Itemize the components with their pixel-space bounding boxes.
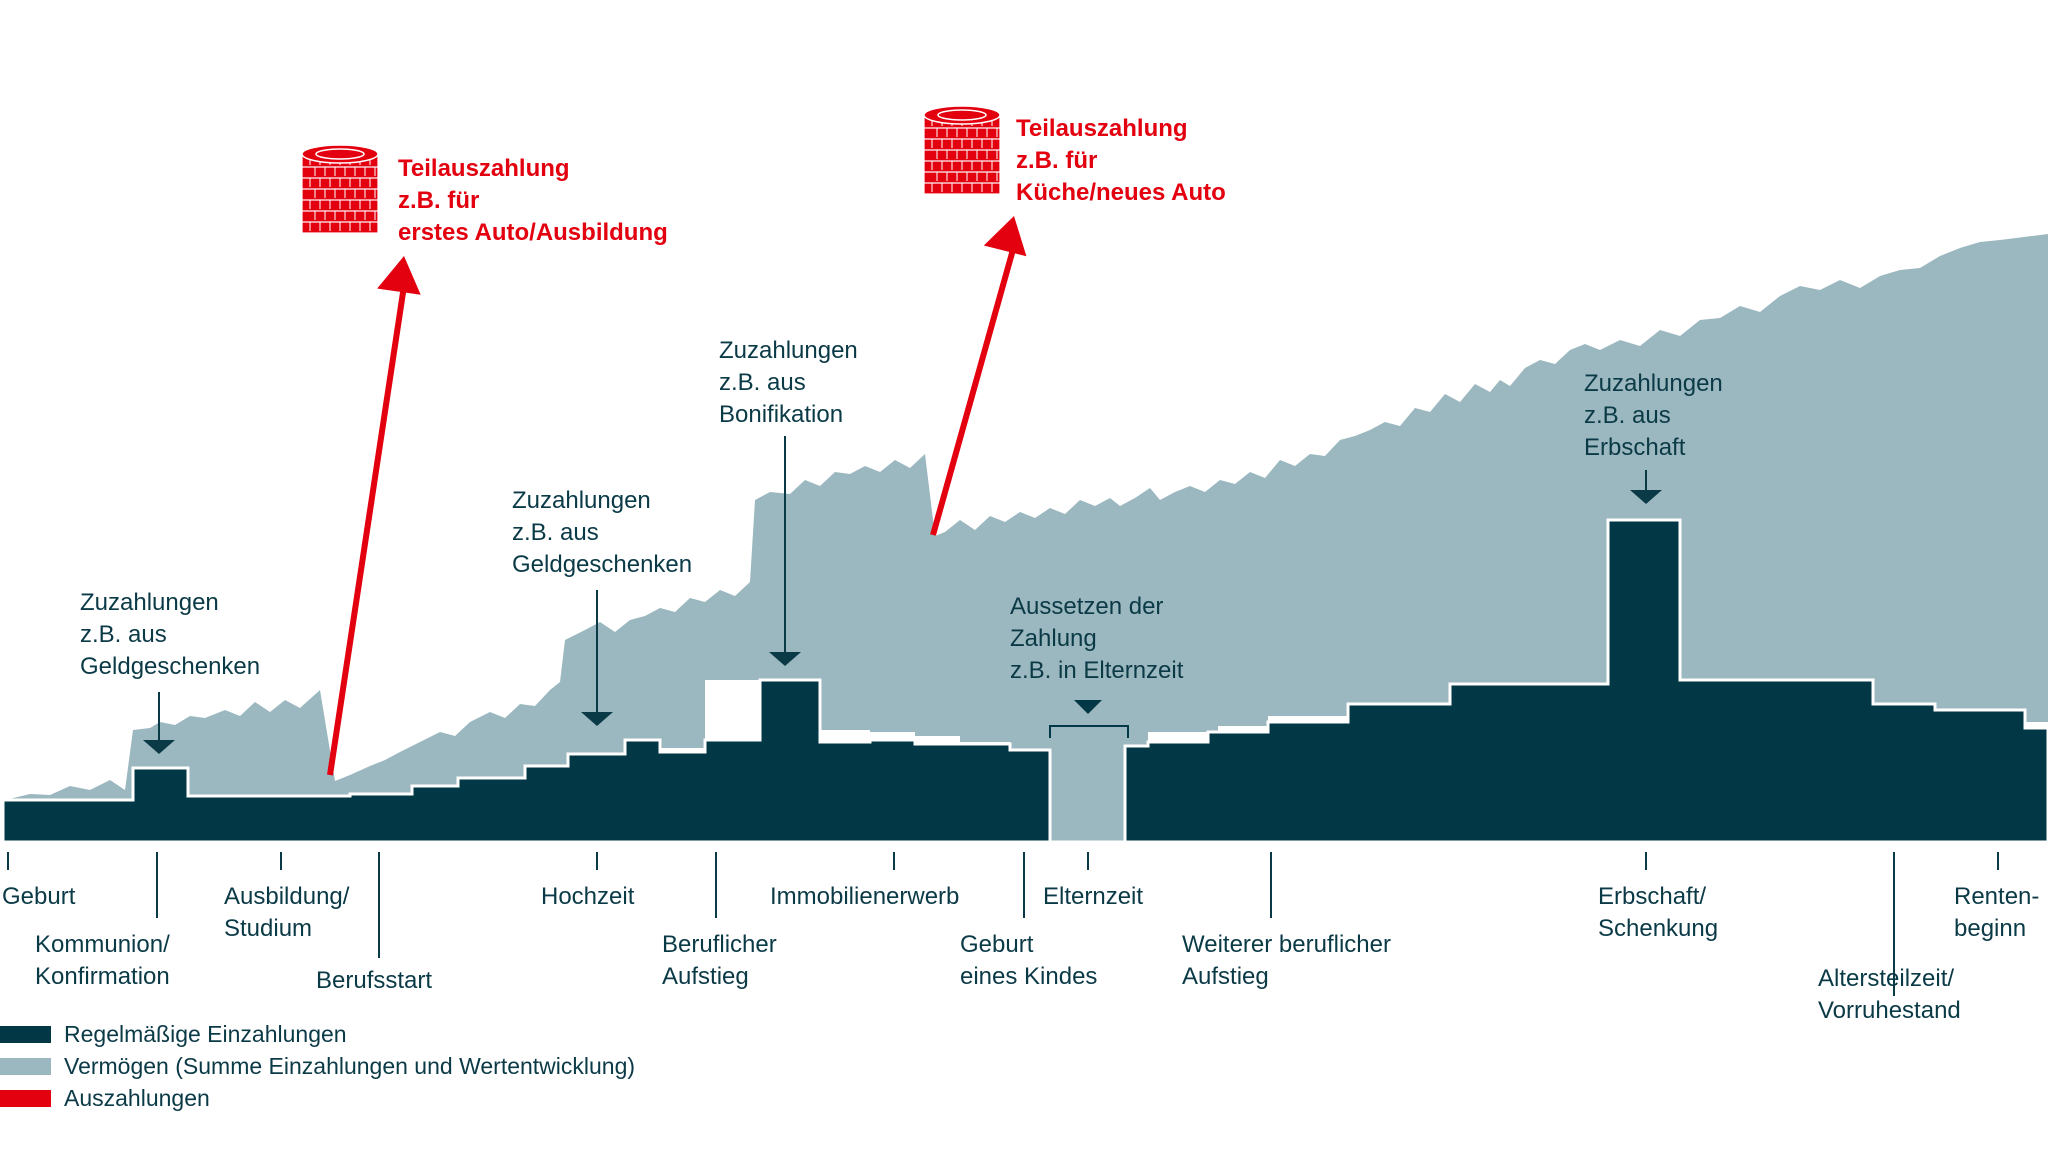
life-event-label-line: Schenkung [1598,915,1718,942]
life-event-label-line: Konfirmation [35,963,170,990]
annotation-label-line: Zuzahlungen [512,487,651,514]
legend-item-payout: Auszahlungen [0,1082,635,1114]
annotation-label-line: Geldgeschenken [80,653,260,680]
life-event-label-line: Beruflicher [662,931,777,958]
life-event-label-line: eines Kindes [960,963,1097,990]
life-event-label: Geburt [2,883,76,910]
annotation-label-line: z.B. aus [719,369,806,396]
annotation-label-line: Bonifikation [719,401,843,428]
payout-arrow-head [983,216,1027,257]
life-event-label-line: Hochzeit [541,883,635,910]
life-event-label-line: Elternzeit [1043,883,1143,910]
life-event-label-line: Aufstieg [662,963,749,990]
coin-stack-icon [301,144,379,234]
payout-label-line: z.B. für [398,187,479,214]
annotation-label-line: z.B. aus [512,519,599,546]
payout-label: Teilauszahlung z.B. für erstes Auto/Ausbil… [398,155,668,246]
life-event-label: Beruflicher Aufstieg [662,931,777,990]
annotation-label-line: Zuzahlungen [1584,370,1723,397]
annotation-label-line: z.B. aus [80,621,167,648]
annotation-label-line: Zuzahlungen [80,589,219,616]
life-event-label-line: Aufstieg [1182,963,1269,990]
coin-stack-icon [923,105,1001,195]
life-event-label: Ausbildung/Studium [224,883,350,942]
life-event-label: Elternzeit [1043,883,1143,910]
annotation-arrow-head [143,740,175,754]
payout-label-line: z.B. für [1016,147,1097,174]
life-event-label: Weiterer beruflicher Aufstieg [1182,931,1391,990]
annotation-arrow-head [581,712,613,726]
life-event-label: Immobilienerwerb [770,883,959,910]
life-event-label-line: Immobilienerwerb [770,883,959,910]
life-event-label-line: Studium [224,915,312,942]
life-event-label-line: Vorruhestand [1818,997,1961,1024]
legend-label-wealth: Vermögen (Summe Einzahlungen und Wertent… [64,1052,636,1079]
annotation-label: Aussetzen der Zahlung z.B. in Elternzeit [1010,593,1184,684]
annotation-label: Zuzahlungen z.B. aus Geldgeschenken [512,487,692,578]
elternzeit-arrow [1074,700,1102,714]
annotation-label-line: Zuzahlungen [719,337,858,364]
legend-item-wealth: Vermögen (Summe Einzahlungen und Wertent… [0,1050,635,1082]
annotation-label-line: z.B. aus [1584,402,1671,429]
annotation-arrow-head [769,652,801,666]
life-event-label-line: Weiterer beruflicher [1182,931,1391,958]
payout-label-line: Teilauszahlung [398,155,570,182]
annotation-label-line: Aussetzen der [1010,593,1163,620]
payout-label-line: Teilauszahlung [1016,115,1188,142]
life-event-label-line: beginn [1954,915,2026,942]
regular-area [1,518,2048,844]
life-event-label: Geburt eines Kindes [960,931,1097,990]
life-event-label: Altersteilzeit/Vorruhestand [1818,965,1961,1024]
life-event-label: Kommunion/Konfirmation [35,931,170,990]
life-event-label-line: Berufsstart [316,967,432,994]
life-event-label-line: Erbschaft/ [1598,883,1706,910]
payout-arrow-head [377,256,421,295]
legend-swatch-wealth [0,1057,51,1075]
annotation-label: Zuzahlungen z.B. aus Geldgeschenken [80,589,260,680]
life-event-label-line: Geburt [960,931,1034,958]
annotation-label-line: Zahlung [1010,625,1097,652]
annotation-label: Zuzahlungen z.B. aus Erbschaft [1584,370,1723,461]
legend-item-regular: Regelmäßige Einzahlungen [0,1018,635,1050]
legend: Regelmäßige Einzahlungen Vermögen (Summe… [0,1018,635,1114]
payout-arrow [930,245,1017,536]
annotation-label-line: Geldgeschenken [512,551,692,578]
payout-arrow [327,285,407,776]
annotation-label: Zuzahlungen z.B. aus Bonifikation [719,337,858,428]
annotation-label-line: Erbschaft [1584,434,1686,461]
life-event-label-line: Ausbildung/ [224,883,350,910]
legend-swatch-regular [0,1025,51,1043]
annotation-arrow-head [1630,490,1662,504]
payout-label-line: Küche/neues Auto [1016,179,1226,206]
life-event-label: Hochzeit [541,883,635,910]
life-event-label-line: Renten- [1954,883,2039,910]
elternzeit-bracket [1049,725,1129,738]
life-event-label: Renten-beginn [1954,883,2039,942]
life-event-label-line: Altersteilzeit/ [1818,965,1954,992]
annotation-label-line: z.B. in Elternzeit [1010,657,1184,684]
legend-label-payout: Auszahlungen [64,1084,210,1111]
legend-label-regular: Regelmäßige Einzahlungen [64,1020,347,1047]
life-event-label-line: Kommunion/ [35,931,170,958]
life-event-label: Berufsstart [316,967,432,994]
legend-swatch-payout [0,1089,51,1107]
payout-label-line: erstes Auto/Ausbildung [398,219,668,246]
wealth-area [5,234,2048,842]
life-event-label: Erbschaft/Schenkung [1598,883,1718,942]
payout-label: Teilauszahlung z.B. für Küche/neues Auto [1016,115,1226,206]
life-event-label-line: Geburt [2,883,76,910]
